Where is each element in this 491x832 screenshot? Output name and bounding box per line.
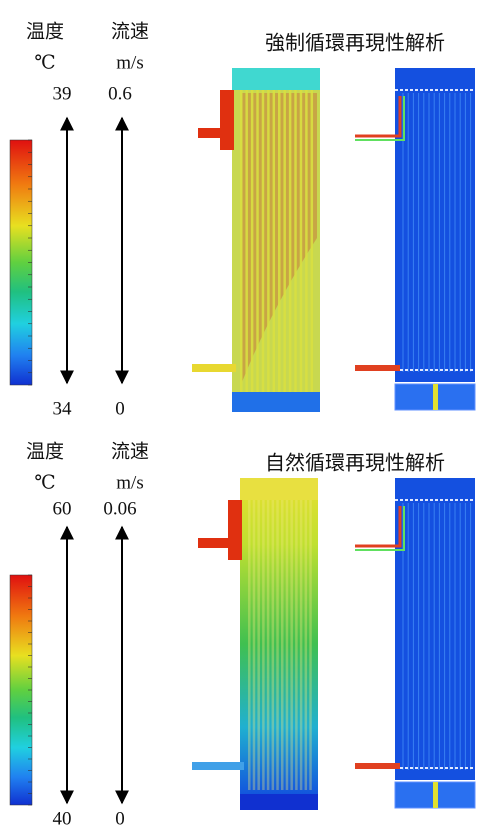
tube — [299, 90, 303, 392]
top-band — [232, 68, 320, 90]
outlet-pipe — [192, 364, 236, 372]
inlet-pipe — [198, 538, 240, 548]
panel-title: 自然循環再現性解析 — [265, 452, 445, 475]
tube — [295, 500, 298, 790]
tube — [248, 500, 251, 790]
tube — [272, 90, 276, 392]
inlet-flow-edge — [355, 506, 405, 551]
velocity-min: 0 — [115, 398, 125, 419]
tube — [288, 90, 292, 392]
outlet-jet — [433, 384, 438, 410]
temperature-unit: ℃ — [34, 52, 55, 73]
inlet-flow-edge — [355, 96, 405, 141]
temperature-min: 40 — [53, 808, 72, 829]
tube — [281, 500, 284, 790]
temperature-field — [192, 68, 320, 412]
velocity-label: 流速 — [111, 20, 149, 42]
outlet-flow — [355, 763, 400, 769]
tube — [294, 90, 297, 392]
field-bg — [395, 68, 475, 382]
velocity-min: 0 — [115, 808, 125, 829]
temperature-field — [192, 478, 318, 810]
panel-title: 強制循環再現性解析 — [265, 32, 445, 55]
velocity-field — [355, 478, 476, 809]
panel: 温度 流速 ℃ m/s 60 0.06 40 0 自然循環再現性解析 — [9, 440, 476, 829]
bottom-band — [232, 392, 320, 412]
outlet-pipe — [192, 762, 244, 770]
tube — [290, 500, 293, 790]
velocity-label: 流速 — [111, 440, 149, 462]
temperature-label: 温度 — [26, 440, 64, 462]
inlet-header — [228, 500, 242, 560]
inlet-header — [220, 90, 234, 150]
tube — [240, 90, 243, 392]
field-bg — [240, 478, 318, 810]
field-bg — [395, 478, 475, 780]
panel: 温度 流速 ℃ m/s 39 0.6 34 0 強制循環再現性解析 — [9, 20, 476, 419]
tube — [250, 90, 254, 392]
tube — [304, 500, 308, 790]
tube — [276, 500, 279, 790]
velocity-unit: m/s — [116, 472, 143, 493]
temperature-unit: ℃ — [34, 472, 55, 493]
velocity-max: 0.06 — [103, 498, 136, 519]
tube — [305, 90, 308, 392]
tube — [252, 500, 256, 790]
temperature-max: 60 — [53, 498, 72, 519]
velocity-max: 0.6 — [108, 83, 132, 104]
inlet-pipe — [198, 128, 232, 138]
tube — [257, 500, 260, 790]
tube — [245, 90, 248, 392]
velocity-field — [355, 68, 476, 411]
temperature-min: 34 — [53, 398, 73, 419]
tube — [266, 500, 270, 790]
bottom-band — [240, 794, 318, 810]
inlet-flow — [355, 96, 402, 138]
tube — [271, 500, 275, 790]
tube — [278, 90, 281, 392]
tube — [283, 90, 286, 392]
tube — [261, 90, 265, 392]
outlet-flow — [355, 365, 400, 371]
tube — [262, 500, 265, 790]
tube — [285, 500, 289, 790]
inlet-flow — [355, 506, 402, 548]
outlet-jet — [433, 782, 438, 808]
tube — [267, 90, 270, 392]
temperature-label: 温度 — [26, 20, 64, 42]
velocity-unit: m/s — [116, 52, 143, 73]
tube — [256, 90, 259, 392]
tube — [309, 500, 312, 790]
temperature-max: 39 — [53, 83, 72, 104]
top-band — [240, 478, 318, 500]
tube — [310, 90, 314, 392]
tube — [299, 500, 303, 790]
